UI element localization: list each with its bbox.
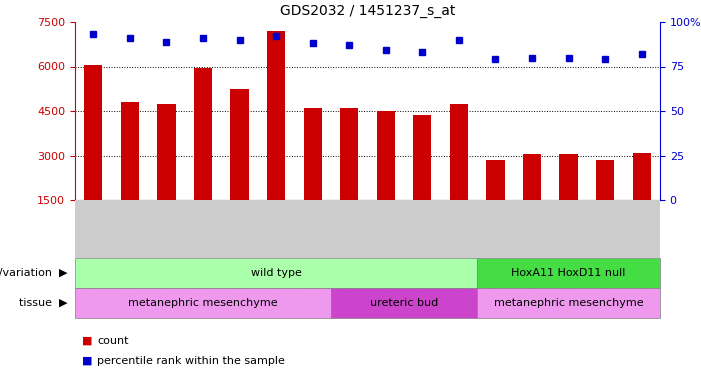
Text: wild type: wild type bbox=[251, 268, 301, 278]
Bar bbox=[376, 111, 395, 200]
Text: count: count bbox=[97, 336, 129, 345]
Bar bbox=[596, 160, 614, 200]
Text: HoxA11 HoxD11 null: HoxA11 HoxD11 null bbox=[512, 268, 626, 278]
Text: ■: ■ bbox=[82, 336, 96, 345]
Bar bbox=[632, 153, 651, 200]
Bar bbox=[157, 104, 175, 200]
Bar bbox=[84, 65, 102, 200]
Bar bbox=[340, 108, 358, 200]
Bar bbox=[267, 31, 285, 200]
Text: percentile rank within the sample: percentile rank within the sample bbox=[97, 356, 285, 366]
Bar bbox=[486, 160, 505, 200]
Text: ■: ■ bbox=[82, 356, 96, 366]
Title: GDS2032 / 1451237_s_at: GDS2032 / 1451237_s_at bbox=[280, 4, 455, 18]
Bar bbox=[304, 108, 322, 200]
Bar bbox=[413, 116, 432, 200]
Text: metanephric mesenchyme: metanephric mesenchyme bbox=[128, 298, 278, 308]
Text: tissue  ▶: tissue ▶ bbox=[20, 298, 68, 308]
Bar bbox=[450, 104, 468, 200]
Text: ureteric bud: ureteric bud bbox=[370, 298, 438, 308]
Bar bbox=[559, 154, 578, 200]
Text: genotype/variation  ▶: genotype/variation ▶ bbox=[0, 268, 68, 278]
Bar bbox=[523, 154, 541, 200]
Bar bbox=[231, 89, 249, 200]
Text: metanephric mesenchyme: metanephric mesenchyme bbox=[494, 298, 644, 308]
Bar bbox=[194, 68, 212, 200]
Bar bbox=[121, 102, 139, 200]
